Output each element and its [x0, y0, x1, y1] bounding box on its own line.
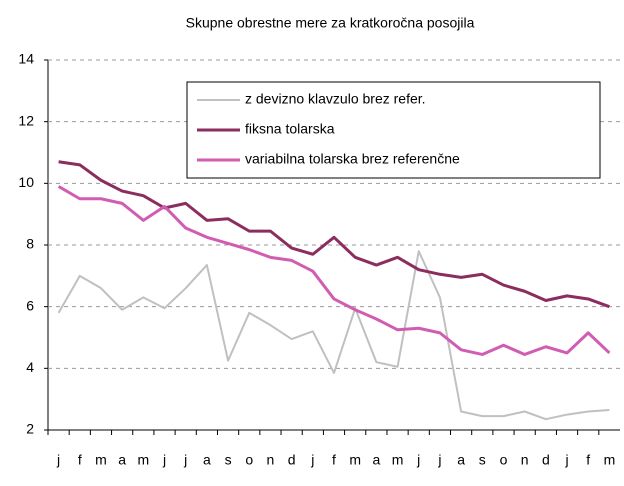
- x-tick-label: m: [95, 452, 107, 468]
- legend-label: variabilna tolarska brez referenčne: [245, 151, 460, 167]
- x-tick-label: j: [310, 452, 314, 468]
- x-tick-label: d: [542, 452, 550, 468]
- x-tick-label: j: [183, 452, 187, 468]
- legend-label: fiksna tolarska: [245, 121, 335, 137]
- y-tick-label: 12: [18, 112, 34, 128]
- legend: [186, 81, 601, 179]
- x-tick-label: f: [78, 452, 82, 468]
- y-tick-label: 8: [26, 236, 34, 252]
- y-tick-label: 14: [18, 51, 34, 67]
- x-tick-label: m: [137, 452, 149, 468]
- x-tick-label: j: [564, 452, 568, 468]
- x-tick-label: m: [604, 452, 616, 468]
- y-tick-label: 10: [18, 174, 34, 190]
- x-tick-label: a: [457, 452, 465, 468]
- x-tick-label: n: [521, 452, 529, 468]
- x-tick-label: f: [586, 452, 590, 468]
- legend-label: z devizno klavzulo brez refer.: [245, 91, 426, 107]
- x-tick-label: j: [56, 452, 60, 468]
- x-tick-label: j: [437, 452, 441, 468]
- x-tick-label: n: [267, 452, 275, 468]
- series-line: [57, 250, 610, 421]
- x-tick-label: f: [332, 452, 336, 468]
- y-tick-label: 6: [26, 297, 34, 313]
- y-tick-label: 2: [26, 421, 34, 437]
- series-line: [58, 160, 610, 309]
- x-tick-label: s: [479, 452, 486, 468]
- x-tick-label: d: [288, 452, 296, 468]
- x-tick-label: m: [392, 452, 404, 468]
- x-tick-label: m: [349, 452, 361, 468]
- y-tick-label: 4: [26, 359, 34, 375]
- x-tick-label: j: [416, 452, 420, 468]
- chart-title: Skupne obrestne mere za kratkoročna poso…: [186, 15, 475, 31]
- x-tick-label: s: [225, 452, 232, 468]
- x-tick-label: a: [118, 452, 126, 468]
- x-tick-label: j: [162, 452, 166, 468]
- x-tick-label: a: [372, 452, 380, 468]
- x-tick-label: o: [500, 452, 508, 468]
- x-tick-label: o: [245, 452, 253, 468]
- series-line: [57, 185, 611, 356]
- x-tick-label: a: [203, 452, 211, 468]
